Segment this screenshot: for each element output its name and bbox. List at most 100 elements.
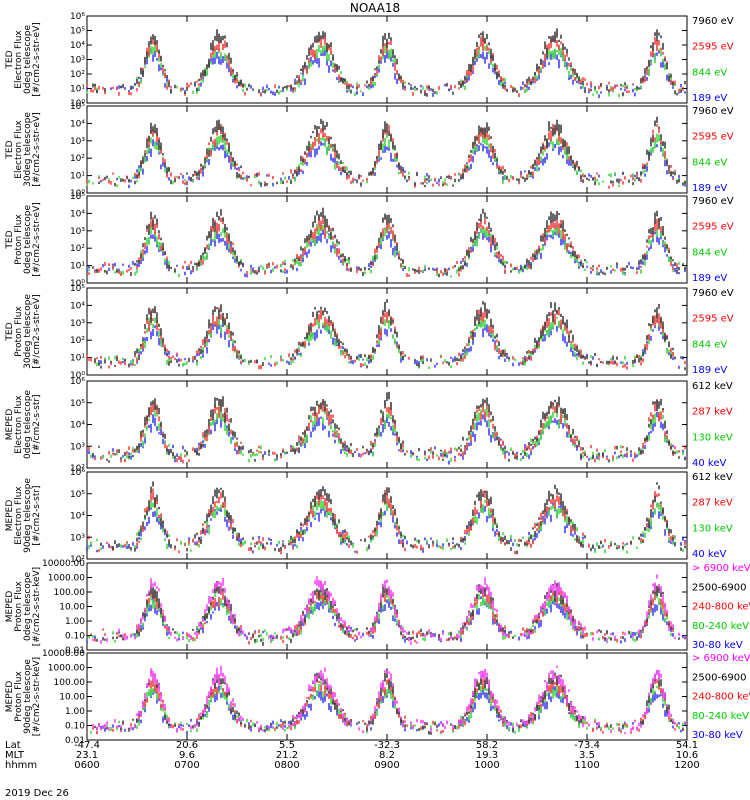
y-tick-label: 100.00 [54, 588, 86, 598]
y-axis-label-line: [#/cm2-s-str-eV] [32, 202, 42, 277]
y-axis-label-line: Proton Flux [14, 306, 24, 357]
y-tick-label: 10² [70, 70, 85, 80]
panel-8: 0.01 0.10 1.00 10.00 100.00 1000.00 10000.00 ME… [5, 649, 750, 746]
footer-value: -73.4 [574, 740, 600, 751]
y-tick-label: 10³ [70, 137, 85, 147]
y-tick-label: 10⁵ [70, 399, 85, 409]
footer-value: 0700 [174, 760, 199, 771]
y-axis-label-line: Electron Flux [14, 120, 24, 179]
legend-entry: 7960 eV [692, 106, 734, 117]
y-axis-label-line: TED [5, 50, 15, 69]
footer-value: 0600 [74, 760, 99, 771]
y-axis-label-line: 0deg telescope [23, 25, 33, 95]
footer-value: 3.5 [579, 750, 595, 761]
footer-value: 9.6 [179, 750, 195, 761]
y-axis-label-line: 0deg telescope [23, 205, 33, 275]
y-tick-label: 10³ [70, 442, 85, 452]
legend-entry: 130 keV [692, 432, 733, 443]
y-tick-label: 10⁰ [70, 279, 85, 289]
legend-entry: 40 keV [692, 549, 726, 560]
y-tick-label: 10⁰ [70, 189, 85, 199]
y-tick-label: 10¹ [70, 354, 85, 364]
y-axis-label-line: [#/cm2-s-str-eV] [32, 22, 42, 97]
y-axis-label-line: 0deg telescope [23, 572, 33, 642]
y-tick-label: 10⁴ [70, 301, 85, 311]
y-axis-label-line: 30deg telescope [23, 294, 33, 369]
series-3 [90, 681, 684, 735]
legend-entry: 7960 eV [692, 16, 734, 27]
series-0 [92, 28, 686, 97]
y-axis-label-line: 30deg telescope [23, 112, 33, 187]
series-1 [88, 216, 678, 277]
series-0 [92, 665, 686, 735]
legend-entry: 7960 eV [692, 288, 734, 299]
footer-value: 8.2 [379, 750, 395, 761]
y-axis-label-line: TED [5, 230, 15, 249]
panel-2: 10⁰ 10¹ 10² 10³ 10⁴ 10⁵ TED Electron Flux 30deg … [5, 102, 734, 199]
y-axis-label-line: [#/cm2-s-str] [32, 394, 42, 454]
y-tick-label: 10⁵ [70, 192, 85, 202]
legend-entry: 80-240 keV [692, 711, 749, 722]
footer-value: 58.2 [476, 740, 498, 751]
y-tick-label: 10¹ [70, 85, 85, 95]
panel-data [86, 481, 686, 555]
y-axis-label-line: Electron Flux [14, 30, 24, 89]
series-0 [86, 481, 686, 555]
y-tick-label: 10⁵ [70, 102, 85, 112]
y-tick-label: 10¹ [70, 262, 85, 272]
series-2 [88, 220, 684, 278]
y-tick-label: 10⁴ [70, 41, 85, 51]
series-0 [94, 299, 686, 371]
legend-entry: 844 eV [692, 157, 727, 168]
y-tick-label: 10³ [70, 319, 85, 329]
y-tick-label: 10² [70, 336, 85, 346]
y-tick-label: 10⁴ [70, 512, 85, 522]
legend-entry: 844 eV [692, 247, 727, 258]
y-tick-label: 1.00 [65, 707, 85, 717]
panel-3: 10⁰ 10¹ 10² 10³ 10⁴ 10⁵ TED Proton Flux 0deg tel… [5, 192, 734, 289]
y-tick-label: 10000.00 [42, 559, 85, 569]
y-axis-label-line: [#/cm2-s-str-keV] [32, 657, 42, 736]
series-0 [98, 116, 686, 188]
panel-frame [86, 562, 688, 651]
series-2 [88, 498, 684, 554]
series-0 [92, 574, 686, 645]
legend-entry: 189 eV [692, 273, 727, 284]
y-tick-label: 10.00 [59, 603, 85, 613]
footer-value: 23.1 [76, 750, 98, 761]
footer-value: 1200 [674, 760, 699, 771]
y-tick-label: 10.00 [59, 693, 85, 703]
y-axis-label-line: 0deg telescope [23, 390, 33, 460]
y-axis-label-line: MEPED [5, 409, 15, 441]
y-axis-label-line: Proton Flux [14, 671, 24, 722]
plot-title: NOAA18 [350, 1, 400, 15]
legend-entry: 2500-6900 [692, 582, 747, 593]
y-tick-label: 100.00 [54, 678, 86, 688]
legend-entry: 2500-6900 [692, 672, 747, 683]
legend-entry: 2595 eV [692, 132, 734, 143]
y-tick-label: 1000.00 [48, 574, 85, 584]
y-tick-label: 10³ [70, 533, 85, 543]
panel-frame [86, 15, 688, 104]
y-tick-label: 10² [70, 464, 85, 474]
y-axis-label-line: [#/cm2-s-str-keV] [32, 567, 42, 646]
series-0 [92, 207, 686, 278]
legend-entry: 189 eV [692, 365, 727, 376]
y-tick-label: 10⁰ [70, 371, 85, 381]
legend-entry: 612 keV [692, 472, 733, 483]
legend-entry: 7960 eV [692, 196, 734, 207]
legend-entry: 189 eV [692, 183, 727, 194]
panel-1: 10⁰ 10¹ 10² 10³ 10⁴ 10⁵ 10⁶ TED Electron Flux 0de… [5, 12, 734, 109]
legend-entry: 844 eV [692, 339, 727, 350]
y-tick-label: 10¹ [70, 172, 85, 182]
series-0 [92, 391, 686, 463]
panel-data [86, 28, 686, 99]
panel-data [86, 391, 686, 465]
legend-entry: > 6900 keV [692, 653, 750, 664]
y-axis-label-line: Proton Flux [14, 581, 24, 632]
y-tick-label: 0.10 [65, 632, 85, 642]
legend-entry: 2595 eV [692, 222, 734, 233]
panel-data [86, 116, 686, 189]
y-axis-label-line: MEPED [5, 681, 15, 713]
